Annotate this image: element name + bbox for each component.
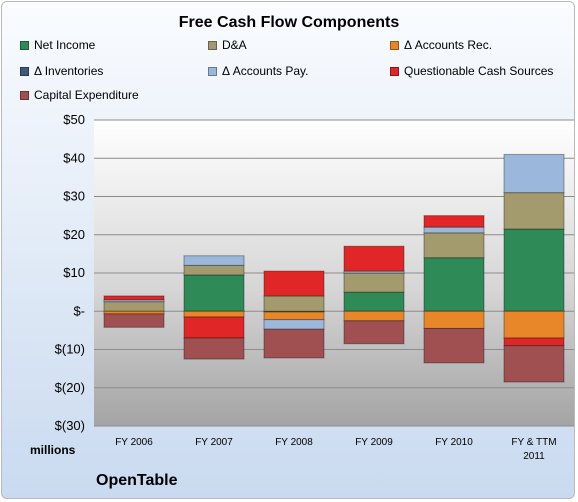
y-tick-label: $10 <box>63 265 85 280</box>
legend-item-da: D&A <box>208 38 247 52</box>
legend-label: Δ Accounts Rec. <box>404 38 493 52</box>
bar-segment <box>503 192 565 230</box>
bar-segment <box>503 153 565 194</box>
chart-title: Free Cash Flow Components <box>178 14 400 31</box>
bar-segment <box>183 337 245 360</box>
legend-label: D&A <box>222 38 247 52</box>
legend-swatch <box>20 90 29 100</box>
bar-segment <box>263 328 325 359</box>
bar-segment <box>183 316 245 339</box>
y-tick-label: $(30) <box>55 418 85 433</box>
legend-label: Net Income <box>34 38 96 52</box>
bar-segment <box>503 310 565 339</box>
x-tick-label: 2011 <box>523 451 545 462</box>
bar-segment <box>423 226 485 234</box>
bar-segment <box>263 319 325 330</box>
bar-segment <box>263 311 325 321</box>
legend-swatch <box>208 66 217 76</box>
legend-swatch <box>20 40 29 50</box>
x-tick-label: FY 2007 <box>195 437 233 448</box>
legend-swatch <box>20 66 29 76</box>
y-tick-label: $20 <box>63 227 85 242</box>
y-tick-label: $40 <box>63 150 85 165</box>
bar-segment <box>103 301 165 312</box>
legend-label: Capital Expenditure <box>34 88 139 102</box>
x-tick-label: FY 2010 <box>435 437 473 448</box>
x-tick-label: FY & TTM <box>511 437 556 448</box>
legend-label: Δ Inventories <box>34 64 104 78</box>
legend-item-inventories: Δ Inventories <box>20 64 103 78</box>
legend-label: Questionable Cash Sources <box>404 64 554 78</box>
bar-segment <box>183 274 245 312</box>
bar-segment <box>183 255 245 266</box>
legend-swatch <box>390 66 399 76</box>
x-tick-label: FY 2008 <box>275 437 313 448</box>
legend-label: Δ Accounts Pay. <box>222 64 309 78</box>
bar-segment <box>183 310 245 318</box>
bar-segment <box>343 245 405 272</box>
bar-segment <box>263 295 325 312</box>
bar-segment <box>423 232 485 259</box>
y-tick-label: $50 <box>63 112 85 127</box>
bar-segment <box>103 295 165 301</box>
units-label: millions <box>30 443 76 457</box>
bar-segment <box>343 320 405 345</box>
y-tick-label: $30 <box>63 189 85 204</box>
bar-segment <box>503 345 565 383</box>
bar-segment <box>423 327 485 364</box>
bar-segment <box>423 257 485 312</box>
y-tick-label: $- <box>73 303 85 318</box>
bar-segment <box>183 264 245 276</box>
bar-segment <box>503 228 565 312</box>
legend-item-accounts-pay: Δ Accounts Pay. <box>208 64 309 78</box>
bar-segment <box>503 337 565 347</box>
legend-swatch <box>390 40 399 50</box>
company-name: OpenTable <box>96 472 178 489</box>
y-tick-label: $(20) <box>55 380 85 395</box>
x-tick-label: FY 2006 <box>115 437 153 448</box>
y-tick-label: $(10) <box>55 342 85 357</box>
bar-segment <box>343 291 405 312</box>
bar-segment <box>423 310 485 329</box>
legend-item-net-income: Net Income <box>20 38 95 52</box>
legend-item-accounts-rec: Δ Accounts Rec. <box>390 38 492 52</box>
legend-swatch <box>208 40 217 50</box>
bar-segment <box>343 272 405 293</box>
bar-segment <box>263 270 325 297</box>
x-tick-label: FY 2009 <box>355 437 393 448</box>
bar-segment <box>423 215 485 228</box>
bar-segment <box>343 310 405 322</box>
bar-segment <box>103 313 165 328</box>
legend-item-questionable-cash: Questionable Cash Sources <box>390 64 553 78</box>
legend-item-capex: Capital Expenditure <box>20 88 139 102</box>
